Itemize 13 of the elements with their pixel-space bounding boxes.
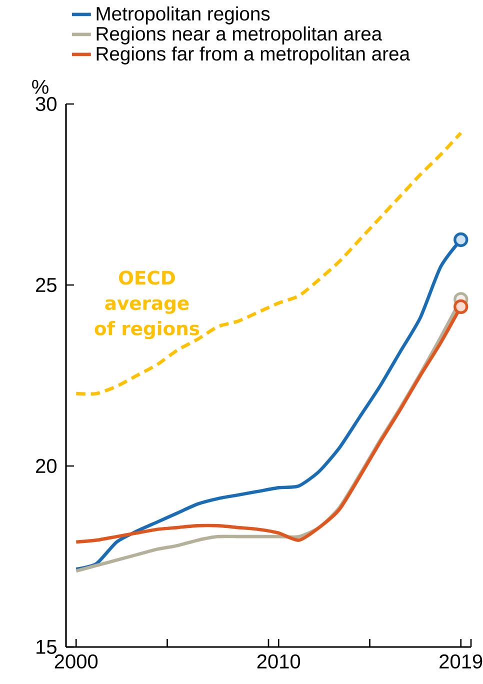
y-tick-label: 30	[36, 96, 56, 112]
x-tick-label: 2010	[257, 654, 300, 669]
y-tick-label: 15	[36, 640, 56, 654]
y-tick-label: 20	[36, 458, 56, 474]
legend-label: Metropolitan regions	[96, 6, 270, 24]
y-tick-label: 25	[36, 278, 56, 292]
legend-label: Regions near a metropolitan area	[96, 26, 382, 44]
legend-label: Regions far from a metropolitan area	[96, 46, 410, 64]
line-series	[74, 131, 463, 396]
annotation: OECD average of regions	[94, 270, 200, 340]
y-axis-title: %	[32, 80, 48, 94]
x-tick-label: 2019	[440, 654, 482, 669]
x-tick-label: 2000	[54, 654, 98, 669]
